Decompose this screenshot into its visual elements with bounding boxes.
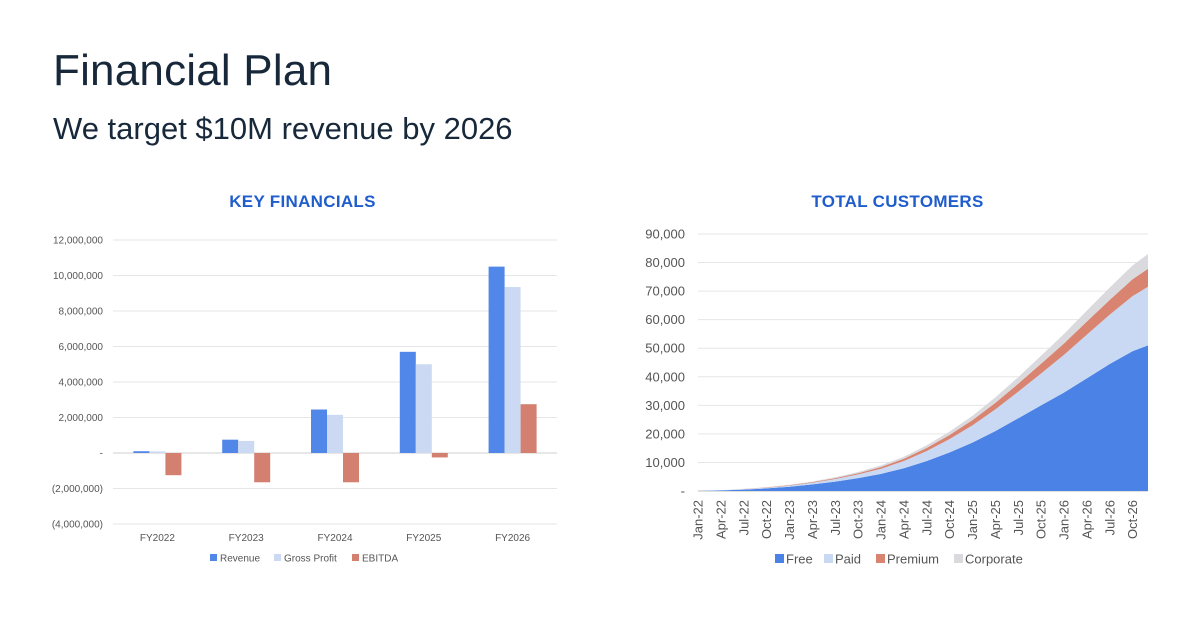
x-tick-label: Apr-23 (805, 500, 820, 539)
x-tick-label: FY2022 (140, 533, 175, 544)
revenue-bar (311, 409, 327, 453)
legend-label: EBITDA (362, 554, 398, 565)
x-tick-label: Jul-26 (1102, 500, 1117, 535)
legend-swatch (824, 554, 833, 563)
key-financials-chart: 12,000,000 10,000,000 8,000,000 6,000,000 4,… (52, 236, 557, 565)
gross-profit-bar (327, 414, 343, 453)
legend-label: Paid (835, 552, 861, 567)
y-tick-label: (2,000,000) (52, 484, 103, 495)
x-tick-label: Apr-24 (896, 500, 911, 539)
revenue-bar (222, 439, 239, 453)
x-tick-label: Apr-25 (988, 500, 1003, 539)
x-tick-label: Jul-24 (919, 500, 934, 535)
gross-profit-bar (149, 451, 166, 453)
x-tick-label: FY2023 (229, 533, 264, 544)
y-tick-label: 70,000 (645, 284, 685, 299)
y-tick-label: 40,000 (645, 369, 685, 384)
y-tick-label: 60,000 (645, 312, 685, 327)
ebitda-bar (254, 453, 271, 483)
x-tick-label: Oct-25 (1034, 500, 1049, 539)
y-tick-label: 2,000,000 (59, 413, 104, 424)
paid-area (698, 286, 1148, 491)
legend-swatch (876, 554, 885, 563)
x-tick-label: Apr-26 (1080, 500, 1095, 539)
y-tick-label: 90,000 (645, 227, 685, 242)
page-title: Financial Plan (53, 46, 333, 95)
ebitda-bar (431, 453, 448, 458)
gross-profit-bar (238, 440, 255, 453)
y-tick-label: 30,000 (645, 398, 685, 413)
y-tick-label: (4,000,000) (52, 520, 103, 531)
y-tick-label: 4,000,000 (59, 378, 104, 389)
total-customers-title: TOTAL CUSTOMERS (811, 192, 984, 211)
x-tick-label: Oct-23 (851, 500, 866, 539)
ebitda-bar (520, 404, 537, 453)
y-tick-label: 20,000 (645, 426, 685, 441)
x-tick-label: Jan-25 (965, 500, 980, 540)
ebitda-bar (343, 453, 359, 483)
legend-label: Revenue (220, 554, 260, 565)
y-tick-label: - (681, 484, 685, 499)
revenue-bar (399, 351, 416, 453)
legend-swatch (210, 554, 217, 561)
x-tick-label: Oct-24 (942, 500, 957, 539)
y-tick-label: 8,000,000 (59, 307, 104, 318)
page-subtitle: We target $10M revenue by 2026 (53, 111, 513, 146)
x-tick-label: Jul-23 (828, 500, 843, 535)
y-tick-label: 80,000 (645, 255, 685, 270)
legend-label: Premium (887, 552, 939, 567)
x-tick-label: FY2025 (406, 533, 441, 544)
key-financials-title: KEY FINANCIALS (229, 192, 376, 211)
legend-label: Corporate (965, 552, 1023, 567)
x-tick-label: Oct-26 (1125, 500, 1140, 539)
ebitda-bar (165, 453, 182, 476)
y-tick-label: - (100, 449, 103, 460)
y-tick-label: 50,000 (645, 341, 685, 356)
x-tick-label: Jul-22 (736, 500, 751, 535)
legend-label: Free (786, 552, 813, 567)
y-tick-label: 6,000,000 (59, 342, 104, 353)
free-area (698, 345, 1148, 491)
x-tick-label: Jan-24 (874, 500, 889, 540)
gross-profit-bar (504, 287, 521, 453)
x-tick-label: Oct-22 (759, 500, 774, 539)
legend-swatch (954, 554, 963, 563)
x-tick-label: Jan-22 (691, 500, 706, 540)
gross-profit-bar (415, 364, 432, 453)
legend-swatch (274, 554, 281, 561)
x-tick-label: Jul-25 (1011, 500, 1026, 535)
y-tick-label: 12,000,000 (53, 236, 103, 247)
revenue-bar (133, 451, 150, 453)
x-tick-label: FY2026 (495, 533, 530, 544)
revenue-bar (488, 266, 505, 453)
x-tick-label: Jan-26 (1057, 500, 1072, 540)
y-tick-label: 10,000 (645, 455, 685, 470)
legend-swatch (775, 554, 784, 563)
y-tick-label: 10,000,000 (53, 271, 103, 282)
legend-label: Gross Profit (284, 554, 337, 565)
x-tick-label: Apr-22 (713, 500, 728, 539)
x-tick-label: Jan-23 (782, 500, 797, 540)
x-tick-label: FY2024 (317, 533, 352, 544)
legend-swatch (352, 554, 359, 561)
